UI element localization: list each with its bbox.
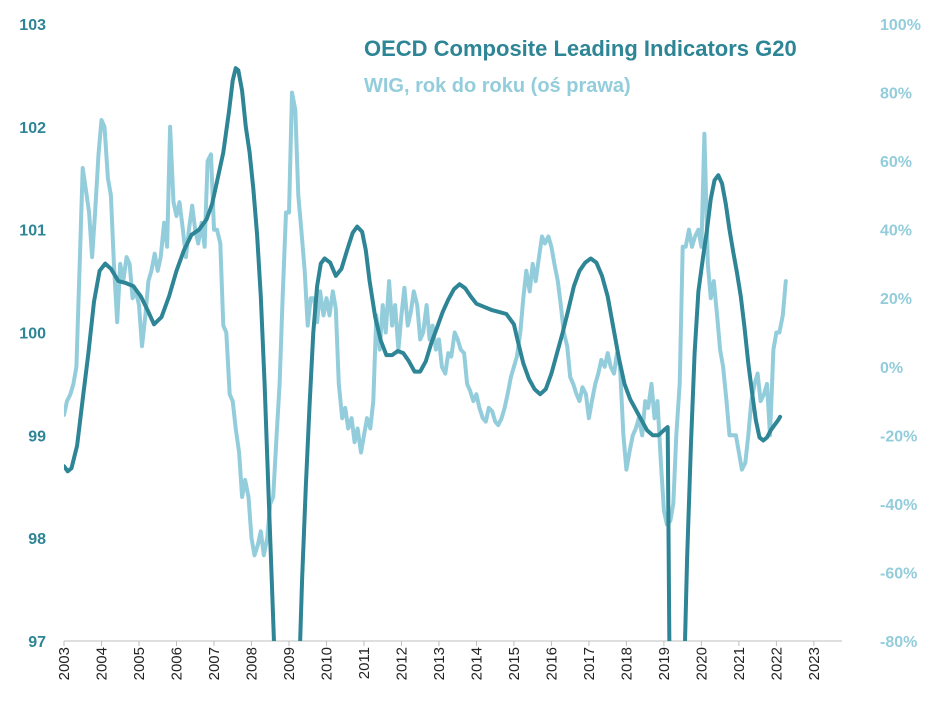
x-tick-label: 2006 [168, 647, 185, 680]
y-left-tick-label: 102 [19, 120, 46, 137]
y-right-tick-label: 20% [880, 291, 912, 308]
y-right-tick-label: 40% [880, 223, 912, 240]
x-tick-label: 2015 [506, 647, 523, 680]
x-tick-label: 2018 [618, 647, 635, 680]
series-line-wig-yoy [64, 90, 788, 558]
y-right-tick-label: 100% [880, 17, 921, 34]
y-right-tick-label: -20% [880, 428, 917, 445]
y-right-tick-label: 80% [880, 86, 912, 103]
x-tick-label: 2011 [356, 647, 373, 679]
x-tick-label: 2016 [543, 647, 560, 680]
y-right-tick-label: -80% [880, 634, 917, 651]
x-tick-label: 2005 [131, 647, 148, 680]
x-tick-label: 2022 [768, 647, 785, 680]
x-tick-label: 2013 [431, 647, 448, 680]
chart-subtitle: WIG, rok do roku (oś prawa) [364, 75, 631, 97]
x-tick-label: 2017 [581, 647, 598, 680]
chart-title: OECD Composite Leading Indicators G20 [364, 36, 797, 61]
x-tick-label: 2007 [206, 647, 223, 680]
x-tick-label: 2020 [693, 647, 710, 680]
x-tick-label: 2023 [806, 647, 823, 680]
y-left-tick-label: 103 [19, 17, 46, 34]
y-right-tick-label: 60% [880, 154, 912, 171]
x-tick-label: 2019 [656, 647, 673, 680]
x-tick-label: 2004 [93, 647, 110, 680]
y-right-tick-label: -40% [880, 497, 917, 514]
x-tick-label: 2021 [731, 647, 748, 680]
series-layer [64, 66, 788, 641]
y-left-tick-label: 100 [19, 326, 46, 343]
y-right-tick-label: 0% [880, 360, 903, 377]
x-tick-label: 2014 [468, 647, 485, 680]
x-tick-label: 2012 [393, 647, 410, 680]
y-right-tick-label: -60% [880, 565, 917, 582]
x-tick-label: 2003 [56, 647, 73, 680]
y-left-tick-label: 99 [28, 428, 46, 445]
axes: 97 98 99 100 101 102 103 -80% -60% -40% -20% 0% 20% 4… [19, 17, 921, 680]
y-left-tick-label: 101 [19, 223, 46, 240]
x-tick-label: 2008 [243, 647, 260, 680]
series-line-oecd-cli [64, 66, 783, 641]
x-tick-label: 2009 [281, 647, 298, 680]
y-left-tick-label: 97 [28, 634, 46, 651]
y-left-tick-label: 98 [28, 531, 46, 548]
x-tick-label: 2010 [318, 647, 335, 680]
